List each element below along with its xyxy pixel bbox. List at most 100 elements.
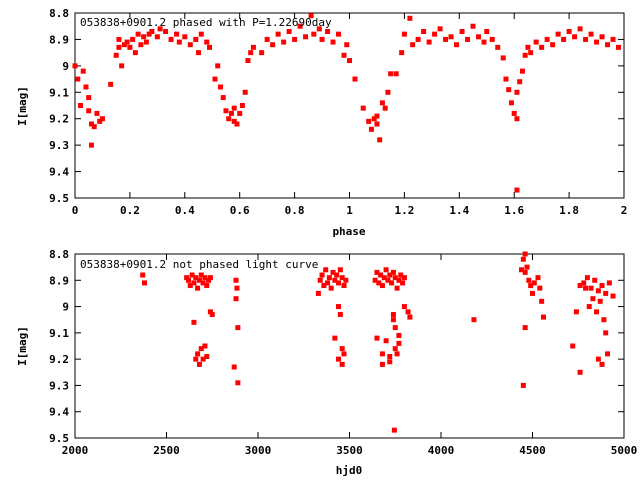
data-point <box>235 325 241 331</box>
data-point <box>503 76 509 82</box>
data-point <box>539 298 545 304</box>
data-point <box>231 118 237 124</box>
data-point <box>387 354 393 360</box>
data-point <box>577 26 583 32</box>
data-point <box>339 275 345 281</box>
data-point <box>341 351 347 357</box>
data-point <box>448 34 454 40</box>
x-tick-label: 0.4 <box>175 204 195 217</box>
y-tick-label: 8.8 <box>49 248 69 261</box>
data-point <box>401 304 407 310</box>
data-point <box>535 275 541 281</box>
data-point <box>108 81 114 87</box>
data-point <box>332 277 338 283</box>
data-point <box>234 285 240 291</box>
data-point <box>215 63 221 69</box>
data-point <box>286 29 292 34</box>
data-point <box>347 58 352 64</box>
data-point <box>376 280 382 286</box>
data-point <box>200 356 206 362</box>
y-tick-label: 9 <box>62 301 69 314</box>
data-point <box>189 272 195 278</box>
data-point <box>88 142 94 148</box>
data-point <box>193 275 199 281</box>
data-point <box>572 34 578 40</box>
data-point <box>396 340 402 346</box>
data-point <box>187 42 193 48</box>
data-point <box>407 15 413 21</box>
data-point <box>401 31 407 37</box>
data-point <box>228 110 234 116</box>
data-point <box>195 351 201 357</box>
data-point <box>157 26 163 32</box>
data-point <box>234 121 240 127</box>
data-point <box>138 42 144 48</box>
data-point <box>337 311 343 317</box>
data-point <box>387 359 393 365</box>
data-point <box>378 272 384 278</box>
data-point <box>392 275 398 281</box>
y-tick-label: 9.2 <box>49 113 69 126</box>
x-tick-label: 2000 <box>62 444 89 457</box>
data-point <box>555 31 561 37</box>
data-point <box>337 267 343 273</box>
data-point <box>522 325 528 331</box>
x-tick-label: 2 <box>621 204 628 217</box>
data-point <box>185 277 191 283</box>
data-point <box>209 311 215 317</box>
data-point <box>182 34 188 40</box>
data-point <box>390 311 396 317</box>
data-point <box>332 335 338 341</box>
data-point <box>86 108 92 114</box>
x-tick-label: 2500 <box>153 444 180 457</box>
data-point <box>514 116 520 122</box>
data-point <box>317 277 323 283</box>
data-point <box>374 335 380 341</box>
data-point <box>212 76 218 82</box>
data-point <box>259 50 265 56</box>
data-point <box>374 121 380 127</box>
data-point <box>382 105 388 111</box>
data-point <box>398 272 404 278</box>
data-point <box>135 31 141 37</box>
data-point <box>336 304 342 310</box>
data-point <box>399 50 405 56</box>
data-point <box>233 296 239 302</box>
data-point <box>577 369 583 375</box>
x-tick-label: 1.6 <box>504 204 524 217</box>
data-point <box>217 84 223 90</box>
data-point <box>372 277 378 283</box>
data-point <box>343 277 349 283</box>
data-point <box>590 296 596 302</box>
data-point <box>193 356 199 362</box>
data-point <box>297 23 303 29</box>
data-point <box>149 29 155 34</box>
data-point <box>121 42 127 48</box>
data-point <box>146 31 152 37</box>
x-tick-label: 0.8 <box>285 204 305 217</box>
data-point <box>599 361 605 367</box>
x-tick-label: 0 <box>72 204 79 217</box>
data-point <box>119 63 125 69</box>
data-point <box>336 280 342 286</box>
data-point <box>292 36 298 42</box>
data-point <box>242 89 248 95</box>
x-tick-label: 3500 <box>336 444 363 457</box>
y-tick-label: 9.4 <box>49 166 69 179</box>
data-point <box>595 288 601 294</box>
data-point <box>391 427 397 433</box>
data-point <box>245 58 251 64</box>
data-point <box>421 29 427 34</box>
data-point <box>520 256 526 262</box>
data-point <box>83 84 89 90</box>
data-point <box>583 285 589 291</box>
data-point <box>176 39 182 45</box>
data-point <box>202 275 208 281</box>
data-point <box>196 361 202 367</box>
data-point <box>187 283 193 289</box>
data-point <box>344 42 350 48</box>
data-point <box>75 76 81 82</box>
data-point <box>80 68 86 74</box>
data-point <box>566 29 572 34</box>
data-point <box>533 39 539 45</box>
